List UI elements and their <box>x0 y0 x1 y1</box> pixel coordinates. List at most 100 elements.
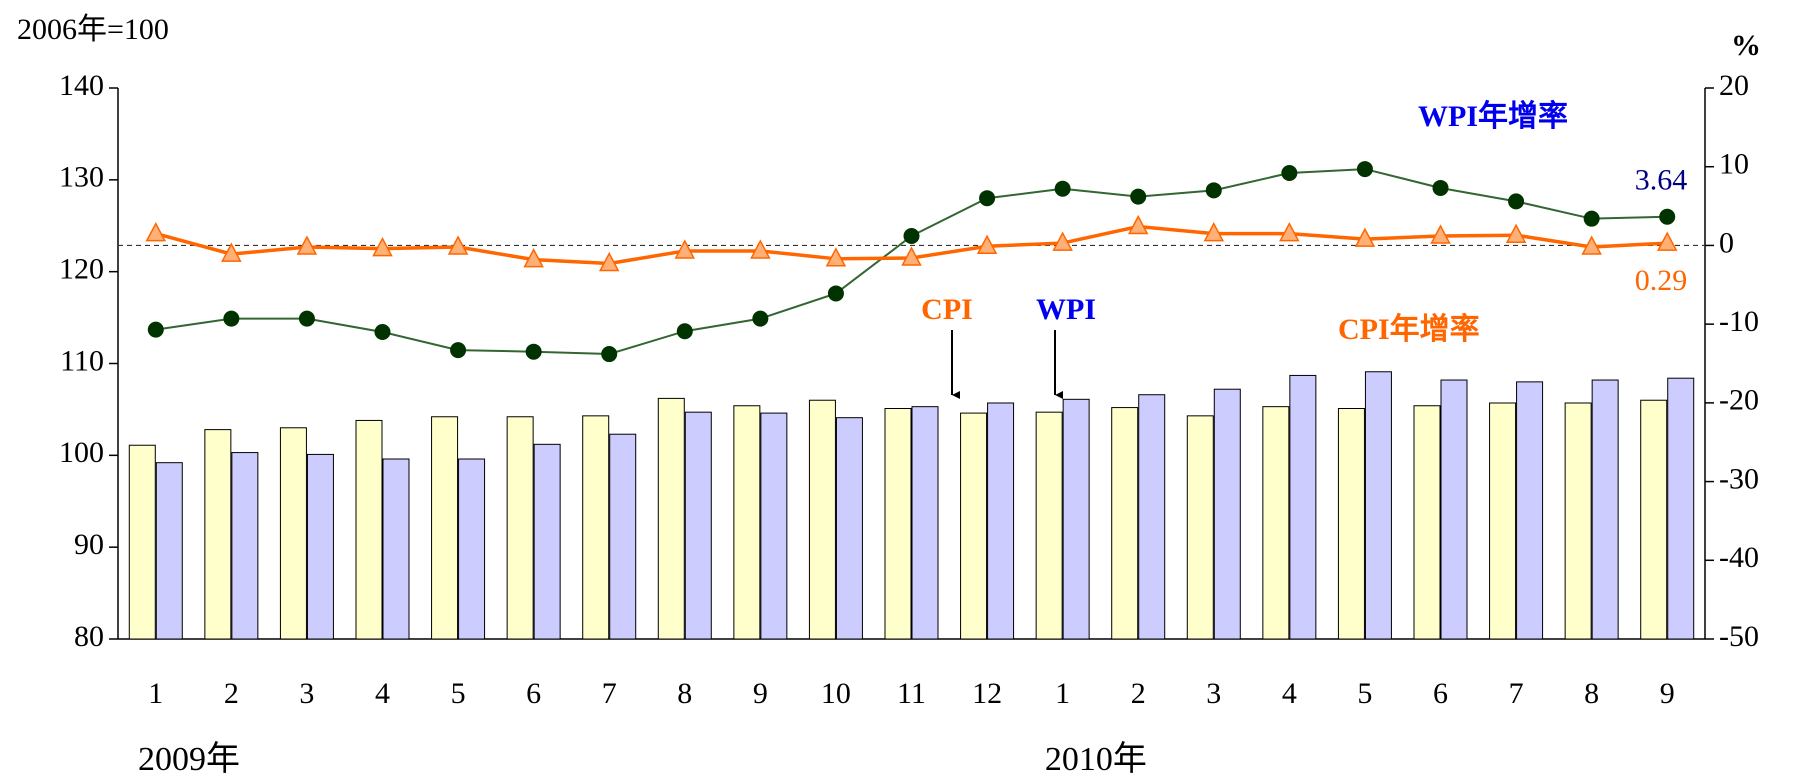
bar <box>128 444 156 640</box>
bar <box>1364 371 1392 640</box>
y2-tick-label: -50 <box>1719 620 1759 653</box>
bar <box>458 458 486 640</box>
year-label: 2010年 <box>1045 740 1147 778</box>
y2-tick-label: -40 <box>1719 541 1759 574</box>
bar <box>1062 398 1090 640</box>
bar <box>355 419 383 640</box>
y2-axis-label: % <box>1731 29 1761 62</box>
bar <box>431 416 459 640</box>
value-label: 3.64 <box>1635 164 1688 197</box>
marker <box>1505 223 1527 243</box>
marker <box>1281 165 1298 182</box>
x-tick-label: 1 <box>148 677 163 710</box>
bar <box>1186 415 1214 640</box>
x-tick-label: 3 <box>1206 677 1221 710</box>
bar <box>1591 379 1619 640</box>
bar <box>1289 374 1317 640</box>
marker <box>1656 231 1678 251</box>
x-tick-label: 9 <box>753 677 768 710</box>
marker <box>598 251 620 272</box>
x-tick-label: 4 <box>1282 677 1297 710</box>
x-tick-label: 6 <box>1433 677 1448 710</box>
marker <box>523 247 544 268</box>
y-tick-label: 140 <box>59 69 104 102</box>
y2-tick-label: -20 <box>1719 384 1759 417</box>
bar <box>582 415 610 640</box>
legend-cpi-yoy: CPI年增率 <box>1338 313 1480 346</box>
bar <box>835 417 863 640</box>
year-label: 2009年 <box>138 740 240 778</box>
x-tick-label: 2 <box>1131 677 1146 710</box>
marker <box>1203 222 1225 242</box>
y-tick-label: 130 <box>59 161 104 194</box>
bar <box>1213 388 1241 640</box>
marker <box>223 310 240 327</box>
bar <box>1035 411 1063 640</box>
bar <box>1440 379 1468 640</box>
x-tick-label: 1 <box>1055 677 1070 710</box>
y2-tick-label: -30 <box>1719 462 1759 495</box>
x-tick-label: 10 <box>821 677 851 710</box>
legend-wpi-yoy: WPI年增率 <box>1418 100 1568 133</box>
x-tick-label: 3 <box>299 677 314 710</box>
x-tick-label: 5 <box>451 677 466 710</box>
legend-wpi: WPI <box>1036 293 1096 326</box>
bar <box>1489 402 1517 640</box>
marker <box>827 285 844 302</box>
marker <box>1127 214 1149 235</box>
marker <box>447 235 469 255</box>
bar <box>1337 407 1365 640</box>
bar <box>1413 405 1441 640</box>
bar <box>733 405 761 640</box>
bar <box>1667 377 1695 640</box>
marker <box>676 323 693 340</box>
marker <box>1052 231 1073 251</box>
legend-cpi: CPI <box>921 293 973 326</box>
marker <box>298 310 315 327</box>
marker <box>976 234 998 254</box>
x-tick-label: 5 <box>1357 677 1372 710</box>
x-tick-label: 8 <box>677 677 692 710</box>
bar <box>684 411 712 640</box>
marker <box>1356 161 1373 178</box>
marker <box>601 346 618 363</box>
y-tick-label: 110 <box>60 344 104 377</box>
marker <box>372 236 393 257</box>
x-tick-label: 8 <box>1584 677 1599 710</box>
y-tick-label: 100 <box>59 436 104 469</box>
y2-tick-label: 20 <box>1719 69 1749 102</box>
y-tick-label: 80 <box>74 620 104 653</box>
bar <box>382 458 410 640</box>
bar <box>1138 394 1166 640</box>
x-tick-label: 11 <box>897 677 926 710</box>
marker <box>1279 222 1300 242</box>
y2-tick-label: 10 <box>1719 148 1749 181</box>
y-tick-label: 120 <box>59 253 104 286</box>
value-label: 0.29 <box>1635 264 1688 297</box>
bar <box>1262 406 1290 640</box>
bar <box>155 462 183 640</box>
y2-tick-label: -10 <box>1719 305 1759 338</box>
marker <box>147 321 164 338</box>
x-tick-label: 12 <box>972 677 1002 710</box>
marker <box>1054 180 1071 197</box>
bar <box>279 427 307 640</box>
x-tick-label: 4 <box>375 677 390 710</box>
marker <box>674 239 696 259</box>
marker <box>903 227 920 244</box>
x-tick-label: 7 <box>602 677 617 710</box>
marker <box>750 239 771 259</box>
bar <box>1564 402 1592 640</box>
bar <box>987 402 1015 640</box>
marker <box>752 310 769 327</box>
marker <box>901 246 922 266</box>
bar <box>911 406 939 640</box>
bar <box>1640 399 1668 640</box>
bar <box>657 397 685 640</box>
marker <box>374 324 391 341</box>
marker <box>525 343 542 360</box>
marker <box>221 242 242 262</box>
bar <box>1111 407 1139 640</box>
marker <box>979 190 996 207</box>
